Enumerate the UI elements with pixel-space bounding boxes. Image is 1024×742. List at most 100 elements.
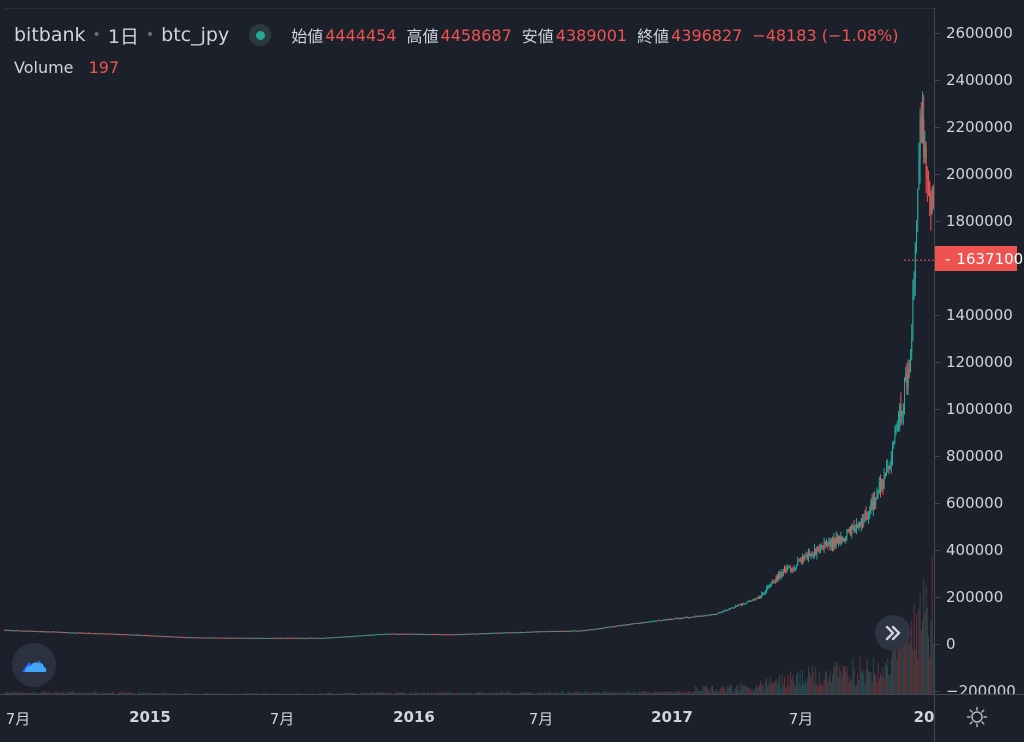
candle-body	[56, 631, 58, 633]
candle-body	[193, 637, 195, 639]
volume-bar	[628, 692, 629, 695]
chart-pane[interactable]	[4, 8, 934, 695]
candle-body	[582, 630, 584, 632]
candle-body	[878, 481, 880, 492]
candle-body	[196, 637, 198, 639]
candle-body	[384, 633, 386, 635]
double-chevron-right-icon[interactable]	[875, 615, 911, 651]
volume-bar	[739, 690, 741, 695]
tradingview-cloud-icon[interactable]	[12, 643, 56, 687]
volume-bar	[828, 677, 830, 695]
volume-label[interactable]: Volume	[14, 58, 74, 77]
candle-body	[30, 630, 32, 632]
volume-bar	[671, 692, 673, 695]
candle-body	[437, 634, 439, 636]
volume-bar	[444, 692, 446, 695]
candle-body	[125, 634, 127, 636]
candle-body	[209, 637, 211, 639]
candle-body	[352, 636, 354, 638]
candle-body	[98, 633, 100, 635]
candle-body	[500, 632, 502, 634]
candle-body	[354, 635, 356, 637]
volume-bar	[86, 692, 88, 695]
candle-body	[492, 633, 494, 635]
volume-bar	[766, 678, 767, 695]
volume-bar	[756, 685, 758, 695]
candle-body	[26, 630, 28, 632]
candle-body	[828, 541, 830, 546]
volume-bar	[732, 692, 734, 695]
volume-bar	[500, 692, 502, 695]
close-label: 終値	[637, 27, 670, 46]
candle-body	[929, 182, 931, 198]
candle-body	[502, 632, 504, 634]
candle-body	[466, 633, 468, 635]
candle-body	[605, 627, 607, 629]
volume-bar	[892, 651, 893, 695]
candle-body	[548, 631, 550, 633]
volume-bar	[895, 639, 897, 695]
price-tick-mark	[934, 597, 940, 598]
candle-body	[614, 626, 616, 628]
candle-body	[676, 618, 678, 620]
candle-body	[221, 637, 223, 639]
candle-body	[571, 630, 573, 632]
candle-body	[702, 615, 704, 617]
candle-body	[142, 635, 144, 636]
price-scale[interactable]	[934, 8, 1024, 694]
volume-bar	[66, 692, 68, 695]
candle-body	[715, 614, 717, 616]
candle-body	[774, 582, 776, 584]
volume-bar	[667, 691, 669, 695]
candle-body	[922, 119, 924, 143]
candle-body	[493, 632, 495, 634]
volume-bar	[678, 691, 680, 695]
symbol-name[interactable]: btc_jpy	[161, 24, 230, 46]
candle-body	[800, 560, 802, 562]
volume-bar	[676, 692, 677, 695]
candle-body	[583, 630, 585, 632]
volume-bar	[782, 684, 784, 695]
candle-body	[586, 629, 588, 631]
volume-bar	[76, 692, 77, 695]
candle-body	[822, 545, 824, 549]
candle-body	[362, 635, 364, 637]
volume-bar	[901, 632, 903, 695]
volume-bar	[775, 678, 777, 695]
candle-body	[269, 637, 271, 639]
candle-body	[229, 637, 231, 639]
volume-bar	[55, 692, 57, 695]
interval-label[interactable]: 1日	[107, 25, 139, 48]
gear-icon[interactable]	[966, 706, 988, 728]
volume-bar	[749, 688, 751, 695]
legend-volume-row: Volume 197	[14, 58, 119, 77]
candle-body	[883, 475, 885, 488]
candle-body	[628, 624, 630, 626]
volume-bar	[109, 692, 111, 695]
volume-bar	[560, 692, 562, 695]
time-tick-label: 7月	[788, 710, 814, 728]
candle-body	[706, 615, 708, 617]
candle-body	[31, 630, 33, 632]
volume-bar	[146, 692, 148, 695]
candle-body	[864, 513, 866, 521]
candle-body	[913, 277, 915, 290]
volume-bar	[784, 676, 785, 695]
candle-body	[805, 555, 807, 557]
candle-body	[358, 635, 360, 637]
volume-bar	[341, 692, 343, 695]
candle-body	[803, 556, 805, 561]
candle-body	[833, 538, 835, 547]
price-chart[interactable]	[4, 9, 934, 695]
candle-body	[289, 637, 291, 639]
volume-bar	[874, 672, 875, 695]
time-scale[interactable]	[0, 694, 934, 742]
candle-body	[923, 119, 925, 157]
volume-bar	[820, 685, 821, 695]
candle-body	[576, 630, 578, 632]
exchange-name[interactable]: bitbank	[14, 24, 86, 46]
candle-body	[623, 624, 625, 626]
candle-body	[847, 529, 849, 531]
volume-bar	[758, 685, 760, 695]
volume-bar	[88, 692, 89, 695]
